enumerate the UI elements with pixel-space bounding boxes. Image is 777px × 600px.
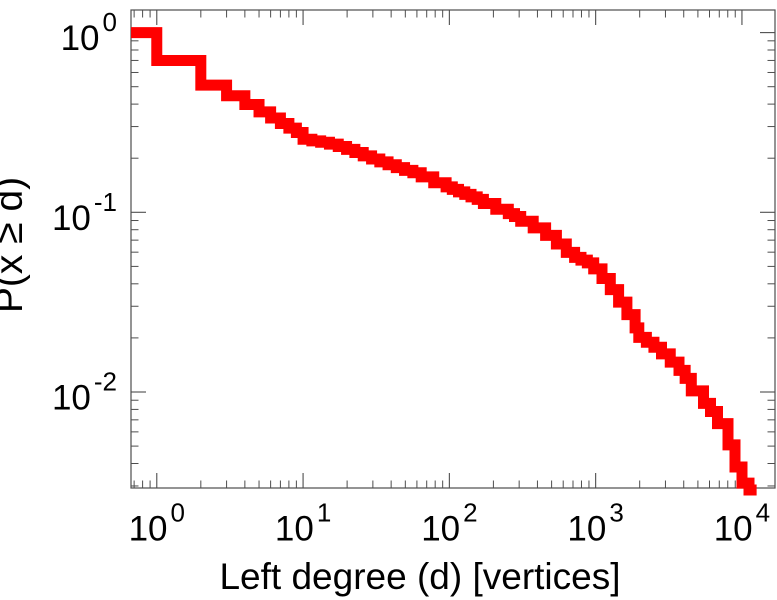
- svg-text:P(x ≥ d): P(x ≥ d): [0, 177, 31, 313]
- svg-text:Left degree (d) [vertices]: Left degree (d) [vertices]: [219, 556, 620, 597]
